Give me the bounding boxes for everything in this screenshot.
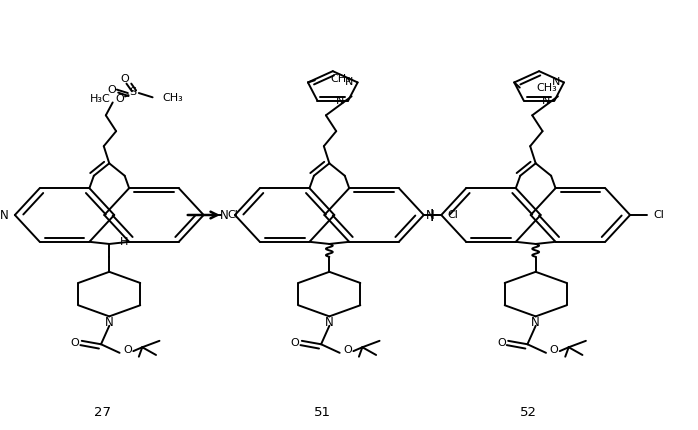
- Text: O: O: [115, 94, 124, 104]
- Text: N: N: [346, 77, 354, 86]
- Text: N: N: [325, 316, 334, 329]
- Text: O: O: [70, 338, 80, 347]
- Text: O: O: [121, 74, 129, 84]
- Text: O: O: [124, 345, 132, 355]
- Text: N: N: [551, 77, 560, 86]
- Text: 52: 52: [520, 405, 537, 419]
- Text: +: +: [424, 206, 440, 224]
- Text: 27: 27: [94, 405, 111, 419]
- Text: O: O: [107, 85, 116, 95]
- Text: Cl: Cl: [227, 210, 238, 220]
- Text: H: H: [120, 237, 128, 247]
- Text: N: N: [0, 209, 8, 221]
- Text: H₃C: H₃C: [90, 94, 111, 104]
- Text: O: O: [550, 345, 558, 355]
- Text: Cl: Cl: [653, 210, 664, 220]
- Text: N: N: [531, 316, 540, 329]
- Text: CH₃: CH₃: [162, 93, 183, 103]
- Text: CH₃: CH₃: [330, 74, 350, 84]
- Text: O: O: [497, 338, 505, 347]
- Text: N: N: [542, 95, 551, 106]
- Text: CH₃: CH₃: [536, 83, 557, 93]
- Text: O: O: [343, 345, 352, 355]
- Text: N: N: [105, 316, 114, 329]
- Text: 51: 51: [314, 405, 331, 419]
- Text: N: N: [426, 209, 435, 221]
- Text: S: S: [129, 87, 136, 97]
- Text: Cl: Cl: [447, 210, 458, 220]
- Text: N: N: [220, 209, 228, 221]
- Text: N: N: [336, 95, 344, 106]
- Text: O: O: [290, 338, 299, 347]
